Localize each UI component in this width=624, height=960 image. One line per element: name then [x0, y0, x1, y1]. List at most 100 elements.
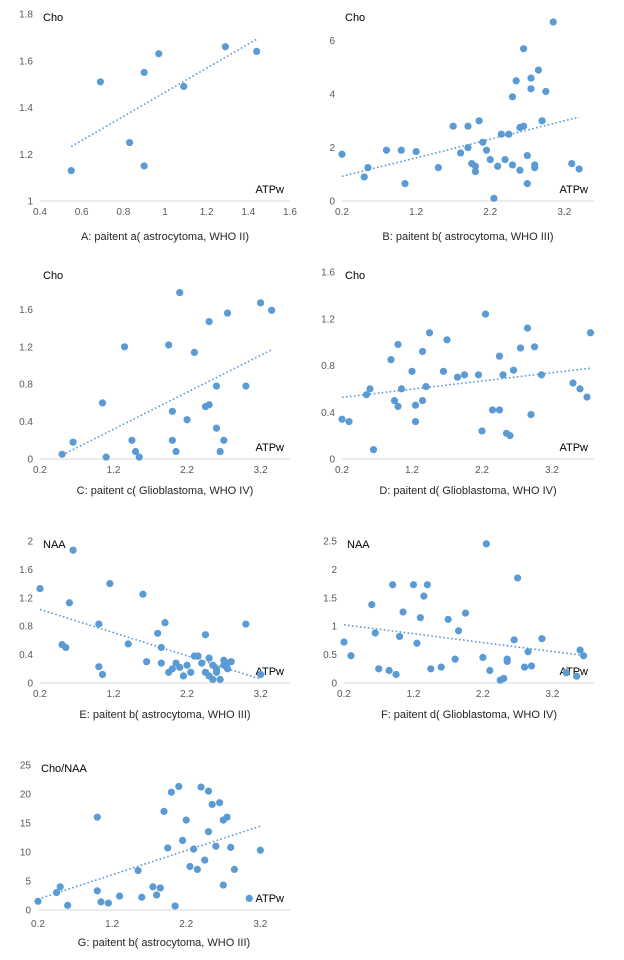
- data-point: [209, 675, 217, 684]
- y-tick-label: 0.5: [323, 650, 337, 661]
- data-point: [179, 672, 187, 680]
- x-tick-label: 3.2: [254, 689, 268, 700]
- x-tick-label: 2.2: [180, 465, 194, 476]
- data-point: [569, 379, 577, 387]
- data-point: [212, 668, 221, 676]
- y-axis-label: Cho: [345, 270, 365, 282]
- data-point: [223, 813, 231, 821]
- data-point: [499, 371, 507, 379]
- data-point: [411, 401, 420, 409]
- data-point: [187, 668, 195, 676]
- data-point: [478, 427, 486, 435]
- chart-title: E: paitent b( astrocytoma, WHO III): [79, 709, 250, 721]
- x-tick-label: 1.2: [409, 207, 423, 218]
- data-point: [371, 629, 379, 637]
- data-point: [95, 663, 103, 671]
- data-point: [510, 636, 518, 644]
- data-point: [212, 424, 221, 432]
- data-point: [69, 546, 77, 554]
- data-point: [408, 367, 416, 375]
- data-point: [479, 653, 487, 662]
- data-point: [167, 788, 176, 796]
- data-point: [434, 164, 442, 172]
- data-point: [495, 352, 504, 360]
- chart-panel: 0 2 4 6 0.2 1.2 2.2 3.2 Cho ATPw B: paitent b( ast…: [329, 12, 594, 243]
- y-tick-label: 1.6: [19, 305, 33, 316]
- y-tick-label: 1.6: [19, 56, 33, 67]
- y-tick-label: 5: [25, 877, 31, 888]
- data-point: [128, 436, 136, 444]
- data-point: [454, 627, 463, 635]
- data-point: [139, 590, 147, 598]
- y-tick-label: 1.2: [19, 342, 33, 353]
- data-point: [520, 663, 529, 671]
- y-tick-label: 10: [20, 848, 32, 859]
- data-point: [186, 862, 194, 871]
- data-point: [140, 68, 148, 77]
- data-point: [160, 807, 168, 816]
- x-tick-label: 2.2: [475, 465, 489, 476]
- y-tick-label: 1.2: [19, 150, 33, 161]
- data-point: [164, 844, 172, 852]
- data-point: [135, 453, 143, 461]
- data-point: [205, 401, 213, 409]
- data-point: [120, 343, 129, 351]
- data-point: [161, 619, 169, 627]
- y-tick-label: 2: [329, 143, 335, 154]
- x-axis-label: ATPw: [255, 442, 284, 454]
- data-point: [223, 309, 232, 317]
- data-point: [464, 122, 472, 130]
- data-point: [509, 366, 518, 374]
- data-point: [256, 670, 265, 679]
- data-point: [152, 891, 161, 899]
- x-tick-label: 1.2: [405, 465, 419, 476]
- data-point: [573, 672, 581, 680]
- chart-title: A: paitent a( astrocytoma, WHO II): [81, 231, 249, 243]
- data-point: [519, 45, 528, 53]
- data-point: [52, 889, 61, 897]
- y-tick-label: 2: [27, 537, 33, 548]
- data-point: [69, 438, 77, 446]
- x-tick-label: 3.2: [557, 207, 571, 218]
- data-point: [449, 122, 457, 130]
- data-point: [382, 146, 391, 154]
- data-point: [95, 620, 103, 628]
- y-axis-label: Cho/NAA: [41, 763, 88, 775]
- data-point: [516, 166, 524, 174]
- y-tick-label: 6: [329, 36, 335, 47]
- data-point: [523, 151, 531, 160]
- data-point: [56, 883, 64, 891]
- y-tick-label: 0: [331, 679, 337, 690]
- y-tick-label: 1.6: [321, 268, 335, 279]
- data-point: [385, 666, 393, 675]
- data-point: [475, 117, 483, 125]
- data-point: [193, 865, 201, 874]
- data-point: [575, 165, 583, 173]
- data-point: [175, 782, 183, 791]
- data-point: [157, 659, 165, 667]
- data-point: [155, 50, 163, 58]
- data-point: [390, 396, 399, 405]
- data-point: [190, 348, 199, 357]
- y-tick-label: 0: [329, 197, 335, 208]
- y-tick-label: 1: [331, 622, 337, 633]
- data-point: [67, 167, 75, 175]
- data-point: [538, 635, 546, 643]
- data-point: [527, 410, 535, 419]
- data-point: [586, 329, 595, 337]
- data-point: [486, 155, 494, 164]
- data-point: [338, 150, 346, 158]
- x-tick-label: 2.2: [179, 919, 193, 930]
- data-point: [453, 373, 462, 381]
- x-tick-label: 0.2: [337, 689, 351, 700]
- data-point: [190, 845, 198, 853]
- x-tick-label: 0.4: [33, 207, 47, 218]
- data-point: [389, 581, 397, 589]
- data-point: [505, 130, 513, 138]
- data-point: [568, 160, 576, 168]
- data-point: [347, 652, 355, 660]
- x-axis-label: ATPw: [559, 442, 588, 454]
- data-point: [215, 799, 224, 807]
- data-point: [524, 648, 532, 656]
- data-point: [154, 629, 162, 637]
